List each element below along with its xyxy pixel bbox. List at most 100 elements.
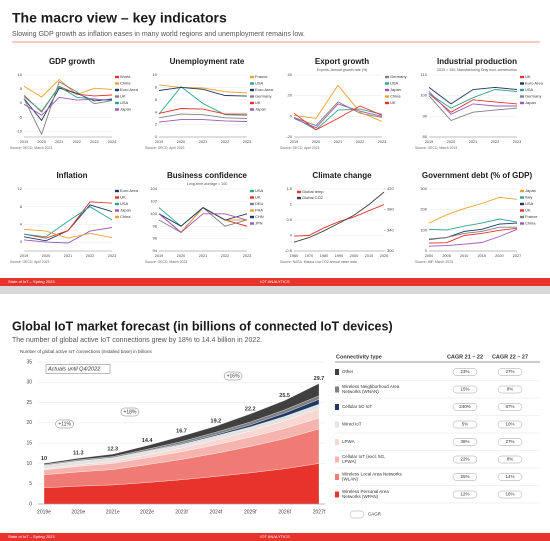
total-label: 16.7	[176, 429, 187, 435]
x-tick-label: 2020	[380, 254, 388, 258]
legend-swatch	[250, 202, 254, 206]
total-label: 19.2	[211, 419, 222, 425]
line-series	[428, 196, 518, 224]
legend-label: China	[390, 94, 401, 99]
legend-swatch	[250, 75, 254, 79]
x-tick-label: 2026f	[278, 509, 291, 515]
y-tick-label: -10	[16, 128, 23, 133]
x-tick-label: 2019	[20, 140, 28, 144]
legend-swatch	[250, 209, 254, 212]
y-tick-label: 20	[26, 420, 32, 426]
slide-background	[0, 0, 550, 286]
cagr-bubble	[497, 455, 523, 464]
y-tick-label: 35	[26, 359, 32, 365]
source-note: Source: OECD, March 2023	[415, 146, 457, 150]
x-tick-label: 2020	[495, 254, 503, 258]
legend-swatch	[520, 202, 524, 206]
x-tick-label: 2023	[108, 254, 116, 258]
slide-subtitle: Slowing GDP growth as inflation eases in…	[12, 31, 305, 38]
y-tick-label: 5	[29, 481, 32, 487]
panel-subtitle: 2015 = 100; Manufacturing Only excl. con…	[437, 68, 517, 72]
legend-label: Euro Area	[525, 81, 544, 86]
panel-title: Climate change	[312, 171, 372, 180]
x-tick-label: 2022	[73, 140, 81, 144]
x-tick-label: 2019e	[37, 509, 51, 515]
y-tick-label: 12	[18, 186, 23, 191]
y-tick-label: 5	[20, 86, 23, 91]
y-tick-label: 40	[288, 72, 293, 77]
line-series	[293, 101, 383, 127]
x-tick-label: 2015	[478, 254, 486, 258]
line-series	[293, 108, 383, 131]
table-cell: 38%	[460, 439, 469, 444]
y-tick-label: 8	[20, 204, 23, 209]
panel-title: Unemployment rate	[170, 57, 245, 66]
x-tick-label: 2022	[221, 140, 229, 144]
table-cell: 27%	[505, 439, 514, 444]
legend-label: UK	[255, 195, 261, 200]
table-cell: 87%	[505, 404, 514, 409]
legend-label: UK	[525, 74, 531, 79]
y-tick-label: 80	[423, 134, 428, 139]
annotation-bubble	[223, 371, 243, 381]
total-label: 12.3	[107, 447, 118, 453]
legend-swatch	[250, 88, 254, 92]
legend-swatch	[115, 95, 119, 98]
table-cell: Wired IoT	[342, 422, 362, 427]
line-series	[158, 108, 247, 115]
x-tick-label: 2022	[356, 140, 364, 144]
legend-swatch	[250, 196, 254, 199]
line-series	[158, 113, 248, 119]
legend-label: France	[525, 214, 538, 219]
cagr-bubble	[497, 385, 523, 394]
y-tick-label: 20	[288, 93, 293, 98]
slide-title: The macro view – key indicators	[12, 10, 227, 26]
cagr-bubble	[452, 420, 478, 429]
annotation: Actuals until Q4/2022	[47, 366, 100, 372]
y-tick-label: 100	[420, 227, 427, 232]
legend-label: UK	[390, 100, 396, 105]
x-tick-label: 2023	[90, 140, 98, 144]
x-tick-label: 1960	[290, 254, 298, 258]
legend-label: USA	[255, 188, 264, 193]
legend-swatch	[115, 101, 119, 105]
cagr-bubble	[452, 473, 478, 481]
legend-label: USA	[525, 87, 534, 92]
x-tick-label: 2022	[221, 254, 229, 258]
total-label: 25.5	[279, 393, 290, 399]
annotation: +16%	[227, 373, 240, 379]
y-tick-label: 15	[26, 440, 32, 446]
legend-swatch	[115, 189, 119, 193]
legend-label: Global temp	[302, 189, 324, 194]
y-tick-label: 0	[425, 248, 428, 253]
legend-label: USA	[120, 100, 129, 105]
line-series	[158, 207, 248, 227]
y2-tick-label: 420	[387, 186, 394, 191]
legend-label: World	[120, 74, 130, 79]
legend-swatch	[115, 108, 119, 111]
line-series	[23, 201, 113, 239]
legend-label: Euro Area	[120, 188, 139, 193]
legend-swatch	[115, 209, 119, 212]
source-note: Source: OECD, April 2023	[10, 260, 50, 264]
table-cell: 27%	[505, 369, 514, 374]
slide-subtitle: The number of global active IoT connecti…	[12, 337, 262, 344]
legend-swatch	[520, 88, 524, 92]
x-tick-label: 2022	[86, 254, 94, 258]
legend-swatch	[115, 75, 119, 79]
legend-swatch	[115, 82, 119, 85]
y-tick-label: 0	[20, 239, 23, 244]
legend-swatch	[385, 75, 389, 79]
source-note: Source: OECD, March 2023	[10, 146, 52, 150]
panel-title: Industrial production	[437, 57, 517, 66]
legend-swatch	[335, 386, 339, 393]
cagr-key	[349, 510, 365, 519]
source-note: Source: IMF, March 2023	[415, 260, 453, 264]
table-cell: 240%	[459, 404, 471, 409]
panel-title: Inflation	[56, 171, 87, 180]
table-header: CAGR 22 – 27	[492, 354, 528, 360]
x-tick-label: 2027	[513, 254, 521, 258]
x-tick-label: 2024	[108, 140, 116, 144]
table-cell: 5%	[462, 422, 469, 427]
panel-title: Business confidence	[167, 171, 248, 180]
